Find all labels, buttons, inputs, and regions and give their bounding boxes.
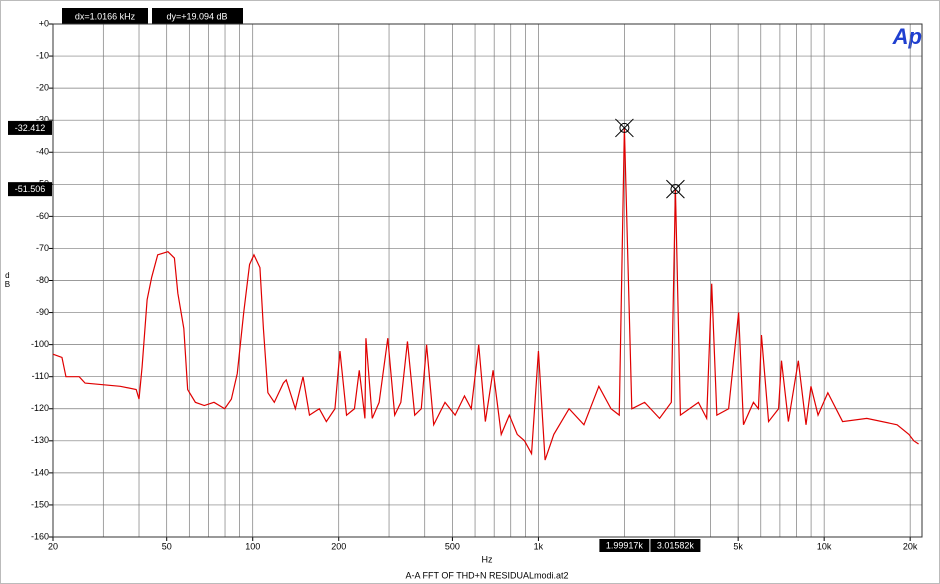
y-tick-label: -40 — [36, 147, 49, 157]
y-tick-label: -70 — [36, 243, 49, 253]
x-tick-label: 500 — [445, 541, 460, 551]
cursor-dy: dy=+19.094 dB — [166, 11, 227, 21]
cursor-cross — [615, 118, 634, 138]
cursor-dx-box — [62, 8, 148, 24]
cursor-cross — [666, 179, 685, 199]
y-tick-label: -20 — [36, 83, 49, 93]
y-axis-label: dB — [3, 271, 12, 289]
cursor-y-label: -32.412 — [15, 123, 46, 133]
cursor-y-box — [8, 182, 52, 197]
y-tick-label: -30 — [36, 115, 49, 125]
cursor-dx: dx=1.0166 kHz — [75, 11, 136, 21]
y-tick-label: -10 — [36, 50, 49, 60]
x-tick-label: 50 — [162, 541, 172, 551]
x-tick-label: 5k — [733, 541, 743, 551]
cursor-x-label: 1.99917k — [606, 540, 644, 550]
cursor-marker — [619, 122, 630, 133]
y-tick-label: -130 — [31, 435, 49, 445]
y-tick-label: -110 — [32, 371, 49, 381]
cursor-x-label: 3.01582k — [657, 540, 695, 550]
cursor-dy-box — [152, 8, 243, 24]
y-tick-label: -140 — [31, 467, 49, 477]
x-tick-label: 200 — [331, 541, 346, 551]
plot-border — [52, 23, 923, 538]
cursor-x-box — [650, 539, 701, 552]
y-tick-label: -150 — [31, 499, 49, 509]
x-tick-label: 1k — [534, 541, 544, 551]
chart-title: A-A FFT OF THD+N RESIDUALmodi.at2 — [406, 570, 569, 580]
cursor-y-box — [8, 120, 52, 135]
y-tick-label: +0 — [39, 18, 49, 28]
y-tick-label: -160 — [31, 531, 49, 541]
x-tick-label: 100 — [245, 541, 260, 551]
y-tick-label: -100 — [31, 339, 49, 349]
x-axis-label: Hz — [482, 554, 493, 564]
cursor-marker — [670, 184, 681, 195]
x-tick-label: 20k — [903, 541, 918, 551]
y-tick-label: -90 — [36, 307, 49, 317]
y-tick-label: -80 — [36, 275, 49, 285]
y-tick-label: -60 — [36, 211, 49, 221]
x-tick-label: 20 — [48, 541, 58, 551]
cursor-x-box — [599, 539, 650, 552]
logo: Ap — [892, 24, 922, 49]
y-tick-label: -120 — [31, 403, 49, 413]
spectrum-line — [52, 127, 919, 461]
x-tick-label: 10k — [817, 541, 832, 551]
cursor-y-label: -51.506 — [15, 184, 46, 194]
